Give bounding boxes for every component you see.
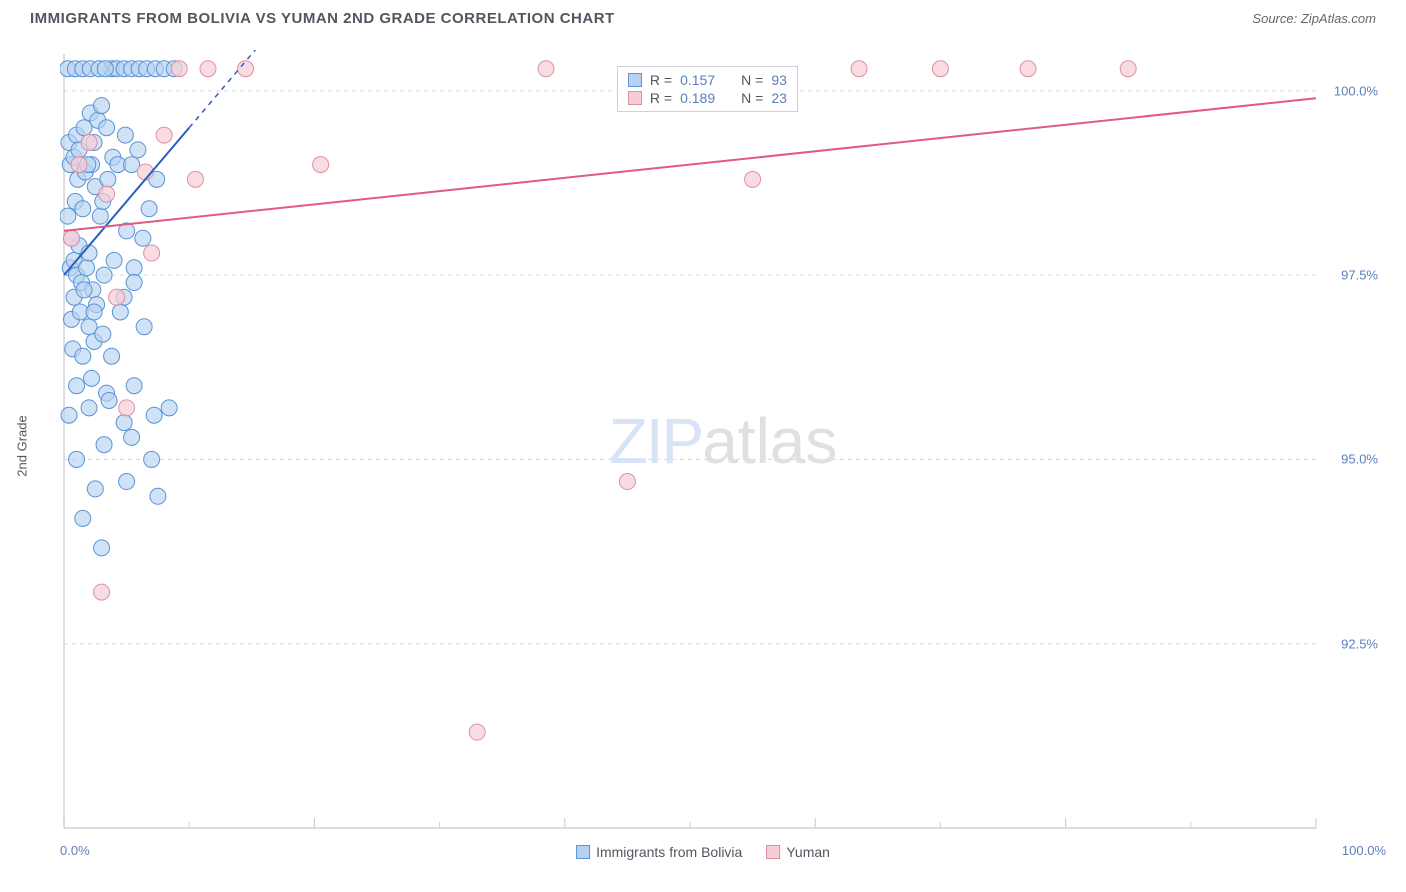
stat-n-label: N = — [741, 90, 763, 106]
stat-r-value: 0.157 — [680, 72, 715, 88]
stat-n-label: N = — [741, 72, 763, 88]
legend-label-yuman: Yuman — [786, 844, 830, 860]
square-icon — [576, 845, 590, 859]
stat-legend-row: R = 0.157 N = 93 — [628, 71, 787, 89]
legend-item-yuman: Yuman — [766, 844, 830, 860]
bottom-legend: Immigrants from Bolivia Yuman — [576, 844, 830, 860]
y-axis-label: 2nd Grade — [15, 415, 30, 476]
legend-item-bolivia: Immigrants from Bolivia — [576, 844, 742, 860]
square-icon — [628, 91, 642, 105]
y-tick-label: 92.5% — [1341, 636, 1378, 651]
stat-r-value: 0.189 — [680, 90, 715, 106]
y-tick-label: 97.5% — [1341, 268, 1378, 283]
square-icon — [766, 845, 780, 859]
x-axis-max-label: 100.0% — [1342, 843, 1386, 858]
stat-legend-row: R = 0.189 N = 23 — [628, 89, 787, 107]
source-label: Source: — [1252, 11, 1297, 26]
chart-container: ZIPatlas R =0.157N =93R =0.189N =23 92.5… — [60, 50, 1386, 832]
source: Source: ZipAtlas.com — [1252, 11, 1376, 26]
stat-r-label: R = — [650, 90, 672, 106]
chart-title: IMMIGRANTS FROM BOLIVIA VS YUMAN 2ND GRA… — [30, 10, 615, 27]
y-tick-label: 95.0% — [1341, 452, 1378, 467]
square-icon — [628, 73, 642, 87]
stat-n-value: 23 — [771, 90, 787, 106]
x-axis-min-label: 0.0% — [60, 843, 90, 858]
stat-r-label: R = — [650, 72, 672, 88]
stat-legend: R = 0.157 N = 93 R = 0.189 N = 23 — [617, 66, 798, 112]
stat-n-value: 93 — [771, 72, 787, 88]
header: IMMIGRANTS FROM BOLIVIA VS YUMAN 2ND GRA… — [0, 0, 1406, 35]
legend-label-bolivia: Immigrants from Bolivia — [596, 844, 742, 860]
scatter-plot — [60, 50, 1386, 832]
y-tick-label: 100.0% — [1334, 83, 1378, 98]
source-name: ZipAtlas.com — [1301, 11, 1376, 26]
